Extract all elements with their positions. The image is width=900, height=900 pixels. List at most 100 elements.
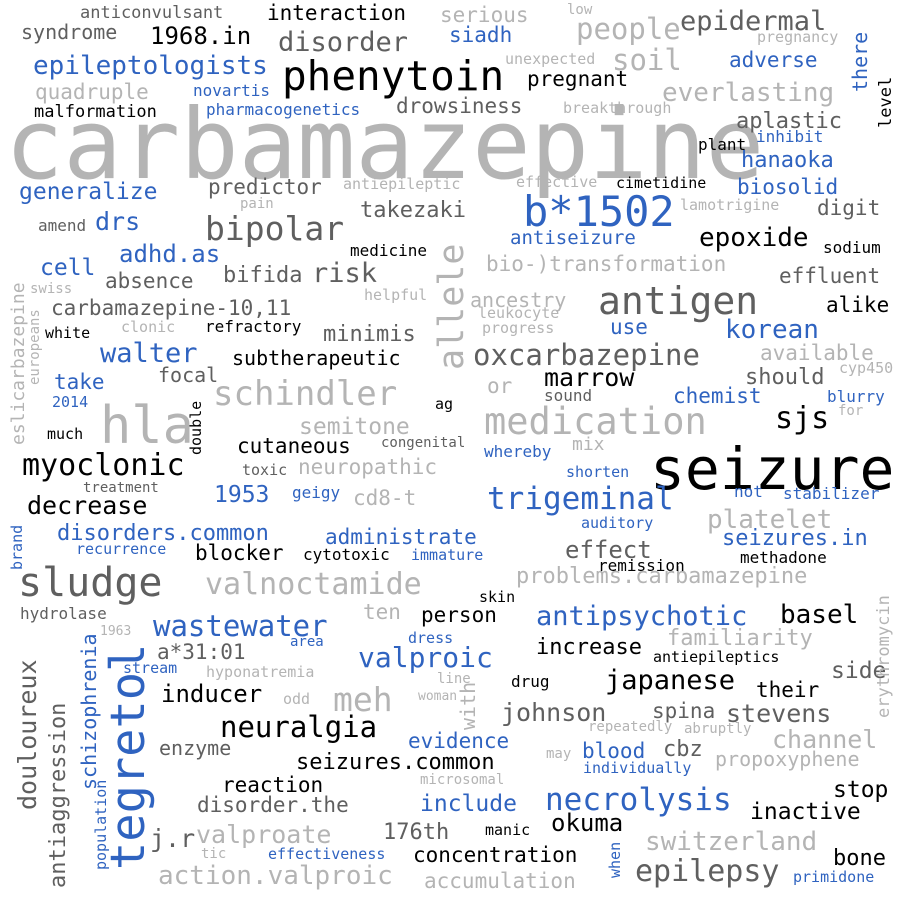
word-schindler: schindler [213, 374, 398, 414]
word-their: their [756, 678, 820, 702]
word-disorder-the: disorder.the [197, 793, 349, 817]
word-cytotoxic: cytotoxic [303, 545, 390, 564]
word-people: people [576, 12, 681, 46]
word-bipolar: bipolar [205, 209, 345, 248]
word-seizures-common: seizures.common [296, 750, 495, 775]
word-walter: walter [100, 338, 198, 369]
word-seizures-in: seizures.in [722, 526, 868, 551]
word-odd: odd [283, 690, 311, 708]
word-necrolysis: necrolysis [545, 782, 732, 818]
word-eslicarbazepine: eslicarbazepine [8, 282, 29, 445]
word-chemist: chemist [673, 384, 762, 408]
word-refractory: refractory [205, 317, 302, 336]
word-enzyme: enzyme [159, 736, 232, 760]
word-white: white [45, 324, 91, 342]
word-propoxyphene: propoxyphene [715, 747, 860, 771]
word-takezaki: takezaki [360, 198, 466, 223]
word-seizure: seizure [650, 435, 895, 503]
word-cd8-t: cd8-t [353, 486, 417, 510]
word-disorders-common: disorders.common [57, 521, 269, 546]
word-antiepileptic: antiepileptic [343, 175, 461, 193]
word-there: there [848, 31, 872, 92]
word-methadone: methadone [740, 548, 827, 567]
word-toxic: toxic [242, 461, 288, 479]
word-epilepsy: epilepsy [635, 854, 780, 889]
word-basel: basel [780, 600, 859, 630]
word-manic: manic [485, 821, 531, 839]
word-skin: skin [479, 588, 516, 606]
word-leukocyte: leukocyte [478, 304, 560, 322]
word-whereby: whereby [484, 442, 552, 461]
word-siadh: siadh [449, 23, 513, 47]
word-medication: medication [484, 400, 707, 443]
word-antiepileptics: antiepileptics [653, 648, 780, 666]
word-accumulation: accumulation [424, 869, 576, 893]
word-valproate: valproate [196, 820, 332, 849]
word-helpful: helpful [364, 286, 428, 304]
word-pregnant: pregnant [527, 67, 629, 91]
word-concentration: concentration [413, 843, 578, 867]
word-pregnancy: pregnancy [757, 28, 839, 46]
word-erythromycin: erythromycin [874, 595, 894, 718]
word-breakthrough: breakthrough [563, 99, 672, 117]
word-alike: alike [826, 293, 890, 317]
word-neuropathic: neuropathic [298, 455, 438, 479]
word-okuma: okuma [551, 809, 624, 837]
word-inactive: inactive [750, 799, 861, 825]
word-malformation: malformation [34, 102, 157, 122]
word-include: include [420, 791, 517, 817]
word-interaction: interaction [267, 1, 407, 25]
word-1968-in: 1968.in [150, 22, 252, 50]
word-ancestry: ancestry [470, 288, 567, 312]
word-switzerland: switzerland [645, 827, 818, 857]
word-ten: ten [363, 600, 401, 624]
word-soil: soil [612, 43, 682, 77]
word-inhibit: inhibit [756, 127, 824, 146]
word-risk: risk [312, 258, 378, 289]
word-marrow: marrow [544, 363, 635, 392]
word-inducer: inducer [161, 680, 263, 708]
word-douloureux: douloureux [13, 659, 42, 810]
word-bio-transformation: bio-)transformation [486, 252, 727, 276]
word-side: side [831, 658, 887, 684]
word-predictor: predictor [208, 175, 322, 199]
word-auditory: auditory [581, 514, 654, 532]
word-cbz: cbz [663, 737, 703, 762]
word-drowsiness: drowsiness [396, 94, 523, 118]
word-blood: blood [582, 739, 646, 763]
word-or: or [487, 374, 513, 398]
word-generalize: generalize [19, 179, 158, 205]
word-woman: woman [418, 689, 458, 704]
word-tegretol: tegretol [101, 643, 156, 870]
word-a-31-01: a*31:01 [157, 640, 246, 664]
word-not: not [734, 482, 763, 501]
word-problems-carbamazepine: problems.carbamazepine [516, 564, 808, 589]
word-area: area [290, 634, 324, 650]
word-schizophrenia: schizophrenia [77, 633, 101, 790]
word-should: should [745, 365, 825, 390]
word-primidone: primidone [793, 868, 875, 886]
word-effect: effect [565, 536, 652, 564]
word-carbamazepine: carbamazepine [5, 88, 765, 201]
word-myoclonic: myoclonic [22, 448, 185, 483]
word-stop: stop [833, 777, 889, 803]
word-2014: 2014 [52, 393, 89, 411]
word-korean: korean [725, 315, 819, 345]
word-blurry: blurry [827, 387, 885, 406]
word-unexpected: unexpected [505, 50, 596, 68]
word-effective: effective [516, 173, 598, 191]
word-hydrolase: hydrolase [20, 604, 107, 623]
word-shorten: shorten [566, 463, 630, 481]
word-line: line [437, 671, 471, 687]
word-europeans: europeans [27, 309, 43, 385]
word-bifida: bifida [223, 263, 303, 288]
word-valproic: valproic [358, 641, 493, 674]
word-hanaoka: hanaoka [741, 148, 834, 173]
word-oxcarbazepine: oxcarbazepine [473, 338, 700, 372]
word-johnson: johnson [501, 698, 607, 727]
word-cutaneous: cutaneous [237, 434, 351, 458]
word-take: take [54, 370, 105, 394]
word-microsomal: microsomal [420, 772, 505, 788]
word-clonic: clonic [121, 318, 176, 336]
word-abruptly: abruptly [684, 721, 752, 737]
